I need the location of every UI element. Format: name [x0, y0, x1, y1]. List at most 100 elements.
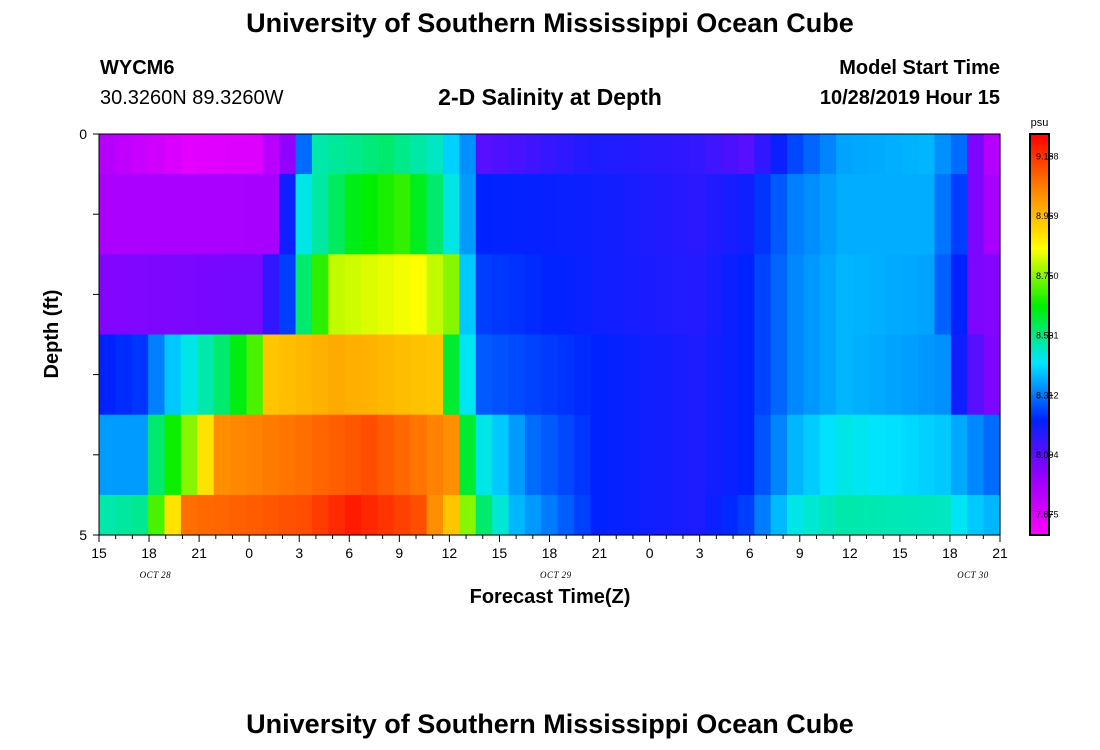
- heatmap-cell: [524, 134, 542, 175]
- heatmap-cell: [950, 414, 968, 496]
- heatmap-cell: [295, 334, 313, 416]
- heatmap-cell: [606, 414, 624, 496]
- x-tick-label: 3: [696, 545, 704, 561]
- heatmap-cell: [541, 414, 559, 496]
- heatmap-cell: [475, 174, 493, 255]
- x-axis-title: Forecast Time(Z): [470, 586, 631, 608]
- heatmap-cell: [705, 414, 723, 496]
- heatmap-cell: [361, 174, 379, 255]
- heatmap-cell: [836, 254, 854, 336]
- heatmap-cell: [328, 174, 346, 255]
- heatmap-cell: [213, 134, 231, 175]
- heatmap-cell: [721, 174, 739, 255]
- heatmap-cell: [754, 414, 772, 496]
- heatmap-cell: [459, 414, 477, 496]
- heatmap-cell: [262, 414, 280, 496]
- heatmap-cell: [885, 174, 903, 255]
- x-tick-label: 9: [395, 545, 403, 561]
- heatmap-cell: [868, 174, 886, 255]
- heatmap-cell: [836, 494, 854, 536]
- heatmap-cell: [606, 174, 624, 255]
- heatmap-cell: [803, 254, 821, 336]
- heatmap-cell: [213, 174, 231, 255]
- heatmap-cell: [361, 134, 379, 175]
- heatmap-cell: [623, 494, 641, 536]
- heatmap-cell: [639, 134, 657, 175]
- heatmap-cell: [377, 254, 395, 336]
- heatmap-cell: [148, 414, 166, 496]
- heatmap-cell: [361, 334, 379, 416]
- heatmap-cell: [131, 174, 149, 255]
- chart-title: 2-D Salinity at Depth: [438, 84, 662, 110]
- heatmap-cell: [819, 414, 837, 496]
- heatmap-cell: [164, 254, 182, 336]
- heatmap-cell: [279, 134, 297, 175]
- heatmap-cell: [99, 134, 116, 175]
- heatmap-cell: [803, 134, 821, 175]
- heatmap-cell: [426, 334, 444, 416]
- heatmap-cell: [852, 174, 870, 255]
- heatmap-cell: [180, 414, 198, 496]
- heatmap-cell: [623, 254, 641, 336]
- heatmap-cell: [148, 254, 166, 336]
- heatmap-cell: [672, 254, 690, 336]
- heatmap-cell: [197, 414, 215, 496]
- heatmap-cell: [770, 174, 788, 255]
- heatmap-cell: [99, 254, 116, 336]
- heatmap-cell: [967, 494, 985, 536]
- heatmap-cell: [131, 134, 149, 175]
- heatmap-cell: [918, 334, 936, 416]
- heatmap-cell: [852, 494, 870, 536]
- heatmap-cell: [705, 174, 723, 255]
- heatmap-cell: [475, 134, 493, 175]
- heatmap-cell: [754, 254, 772, 336]
- heatmap-cell: [901, 174, 919, 255]
- x-tick-label: 21: [191, 545, 207, 561]
- heatmap-cell: [655, 254, 673, 336]
- heatmap-cell: [279, 174, 297, 255]
- heatmap-cell: [328, 494, 346, 536]
- heatmap-cell: [148, 494, 166, 536]
- heatmap-cell: [803, 334, 821, 416]
- heatmap-cell: [688, 494, 706, 536]
- heatmap-cell: [770, 334, 788, 416]
- heatmap-cell: [213, 414, 231, 496]
- heatmap-cell: [541, 334, 559, 416]
- heatmap-cell: [983, 174, 1001, 255]
- heatmap-cell: [180, 134, 198, 175]
- heatmap-cell: [590, 414, 608, 496]
- heatmap-cell: [541, 254, 559, 336]
- heatmap-cell: [99, 334, 116, 416]
- x-tick-label: 0: [245, 545, 253, 561]
- heatmap-cell: [885, 494, 903, 536]
- heatmap-cell: [934, 414, 952, 496]
- heatmap-cell: [950, 494, 968, 536]
- heatmap-cell: [230, 494, 248, 536]
- colorbar-tick-label: 9.188: [1036, 151, 1059, 161]
- heatmap-cell: [443, 494, 460, 536]
- heatmap-cell: [787, 134, 805, 175]
- heatmap-cell: [426, 494, 444, 536]
- heatmap-cell: [672, 174, 690, 255]
- heatmap-cell: [393, 254, 411, 336]
- heatmap-cell: [705, 494, 723, 536]
- heatmap-cell: [180, 254, 198, 336]
- heatmap-cell: [737, 334, 755, 416]
- heatmap-cell: [426, 414, 444, 496]
- heatmap-cell: [623, 134, 641, 175]
- heatmap-cell: [787, 254, 805, 336]
- heatmap-cell: [918, 254, 936, 336]
- heatmap-cell: [115, 134, 133, 175]
- heatmap-cell: [574, 334, 592, 416]
- heatmap-cell: [475, 334, 493, 416]
- heatmap-cell: [557, 174, 575, 255]
- x-tick-label: 12: [842, 545, 858, 561]
- heatmap-cell: [623, 334, 641, 416]
- heatmap-cell: [901, 414, 919, 496]
- heatmap-cell: [705, 334, 723, 416]
- heatmap-cell: [950, 134, 968, 175]
- heatmap-cell: [131, 334, 149, 416]
- heatmap-cell: [410, 334, 428, 416]
- x-tick-label: 15: [492, 545, 508, 561]
